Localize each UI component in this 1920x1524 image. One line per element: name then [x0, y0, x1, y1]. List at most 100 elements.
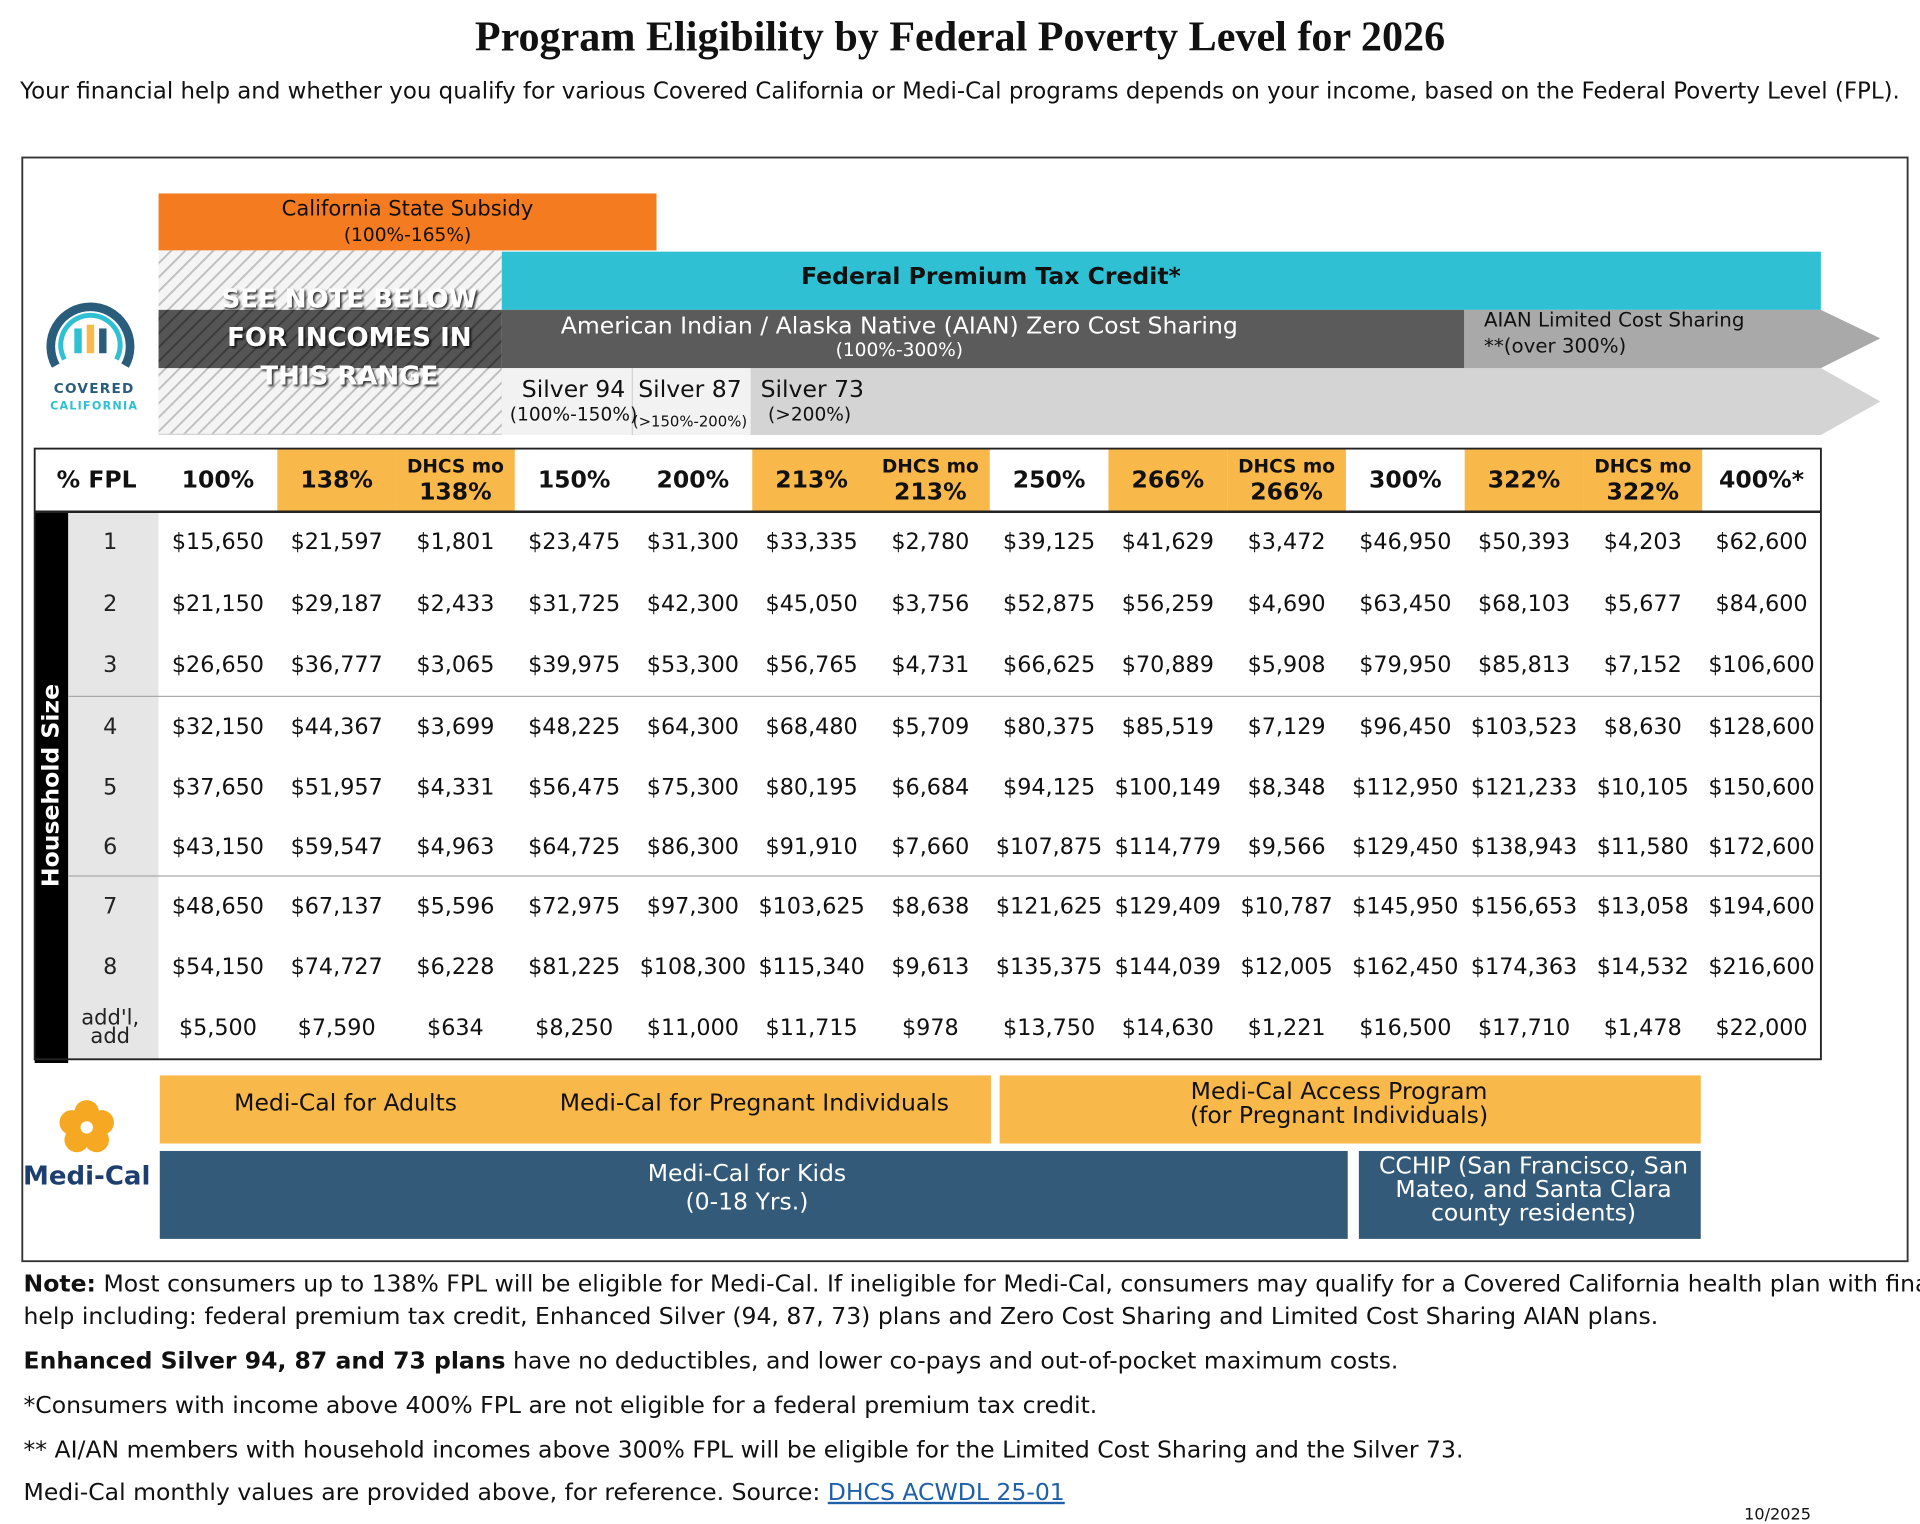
cell: $129,409 [1115, 893, 1221, 919]
cell: $9,566 [1248, 834, 1326, 860]
medi-cal-kids-bar [159, 1150, 1348, 1239]
cell: $2,780 [891, 529, 969, 555]
program-label: Medi-Cal for Kids [648, 1159, 846, 1187]
band-label: Federal Premium Tax Credit* [801, 262, 1181, 290]
silver-range: (>150%-200%) [633, 413, 747, 431]
cell: $14,532 [1597, 954, 1689, 980]
row-label: add [90, 1023, 130, 1048]
cell: $1,478 [1604, 1015, 1682, 1041]
band-label: American Indian / Alaska Native (AIAN) Z… [561, 312, 1238, 340]
cell: $13,058 [1597, 893, 1689, 919]
cell: $79,950 [1359, 652, 1451, 678]
cell: $39,975 [528, 652, 620, 678]
see-note: SEE NOTE BELOW [221, 284, 477, 314]
cell: $156,653 [1471, 893, 1577, 919]
program-label: Medi-Cal Access Program [1191, 1077, 1488, 1105]
header-highlight [1108, 448, 1228, 512]
medi-cal-logo: Medi-Cal [23, 1161, 150, 1191]
cell: $3,756 [891, 591, 969, 617]
band-range: (100%-165%) [344, 225, 471, 246]
cell: $100,149 [1115, 775, 1221, 801]
cell: $51,957 [291, 775, 383, 801]
cell: $41,629 [1122, 529, 1214, 555]
cell: $64,300 [647, 714, 739, 740]
note: Note: Most consumers up to 138% FPL will… [24, 1269, 1920, 1297]
row-label: add'l, [81, 1004, 139, 1029]
cell: $1,801 [416, 529, 494, 555]
column-header: 266% [1250, 478, 1323, 506]
cell: $70,889 [1122, 652, 1214, 678]
cell: $5,500 [179, 1015, 257, 1041]
cell: $75,300 [647, 775, 739, 801]
cell: $37,650 [172, 775, 264, 801]
cell: $108,300 [640, 954, 746, 980]
cell: $53,300 [647, 652, 739, 678]
cell: $17,710 [1478, 1015, 1570, 1041]
note-text: ** AI/AN members with household incomes … [24, 1435, 1464, 1463]
column-header: 250% [1013, 465, 1086, 493]
cell: $31,725 [528, 591, 620, 617]
cchip-bar [1358, 1150, 1701, 1239]
cell: $68,103 [1478, 591, 1570, 617]
cell: $39,125 [1003, 529, 1095, 555]
ptc-band [501, 251, 1821, 310]
note: *Consumers with income above 400% FPL ar… [24, 1391, 1098, 1419]
cell: $54,150 [172, 954, 264, 980]
cell: $43,150 [172, 834, 264, 860]
cell: $33,335 [766, 529, 858, 555]
cell: $72,975 [528, 893, 620, 919]
cell: $106,600 [1708, 652, 1814, 678]
cell: $5,908 [1248, 652, 1326, 678]
cell: $42,300 [647, 591, 739, 617]
subtitle: Your financial help and whether you qual… [19, 78, 1900, 104]
cell: $56,475 [528, 775, 620, 801]
cell: $80,375 [1003, 714, 1095, 740]
cell: $3,472 [1248, 529, 1326, 555]
note: help including: federal premium tax cred… [24, 1301, 1659, 1329]
cell: $7,660 [891, 834, 969, 860]
cell: $145,950 [1352, 893, 1458, 919]
cell: $2,433 [416, 591, 494, 617]
column-header: 213% [894, 478, 967, 506]
cell: $21,150 [172, 591, 264, 617]
cell: $8,348 [1248, 775, 1326, 801]
silver-94-box [501, 368, 632, 435]
cell: $10,105 [1597, 775, 1689, 801]
cell: $74,727 [291, 954, 383, 980]
row-label: 4 [103, 714, 117, 740]
medi-cal-flower [59, 1100, 114, 1153]
source-link[interactable]: DHCS ACWDL 25-01 [828, 1477, 1065, 1505]
header-highlight [870, 448, 990, 512]
header-highlight [1583, 448, 1703, 512]
cell: $3,699 [416, 714, 494, 740]
content: Program Eligibility by Federal Poverty L… [19, 14, 1920, 1524]
column-header: 200% [657, 465, 730, 493]
cell: $7,152 [1604, 652, 1682, 678]
cell: $31,300 [647, 529, 739, 555]
column-header: 322% [1606, 478, 1679, 506]
cell: $59,547 [291, 834, 383, 860]
column-header: DHCS mo [1594, 457, 1691, 478]
cell: $62,600 [1715, 529, 1807, 555]
note-text: Most consumers up to 138% FPL will be el… [96, 1269, 1920, 1297]
cell: $48,225 [528, 714, 620, 740]
note-text: have no deductibles, and lower co-pays a… [506, 1346, 1399, 1374]
program-label: (for Pregnant Individuals) [1190, 1101, 1488, 1129]
note: Enhanced Silver 94, 87 and 73 plans have… [24, 1346, 1399, 1374]
silver-label: Silver 73 [761, 375, 864, 403]
hatch-dark [158, 309, 502, 369]
row-label: 6 [103, 834, 117, 860]
column-header: 266% [1132, 465, 1205, 493]
cell: $4,690 [1248, 591, 1326, 617]
band-label: California State Subsidy [282, 196, 534, 221]
note-text: help including: federal premium tax cred… [24, 1301, 1659, 1329]
cell: $94,125 [1003, 775, 1095, 801]
row-label: 7 [103, 893, 117, 919]
cell: $121,233 [1471, 775, 1577, 801]
row-label: 2 [103, 591, 117, 617]
header-highlight [752, 448, 871, 512]
cell: $103,523 [1471, 714, 1577, 740]
cell: $6,228 [416, 954, 494, 980]
cell: $64,725 [528, 834, 620, 860]
